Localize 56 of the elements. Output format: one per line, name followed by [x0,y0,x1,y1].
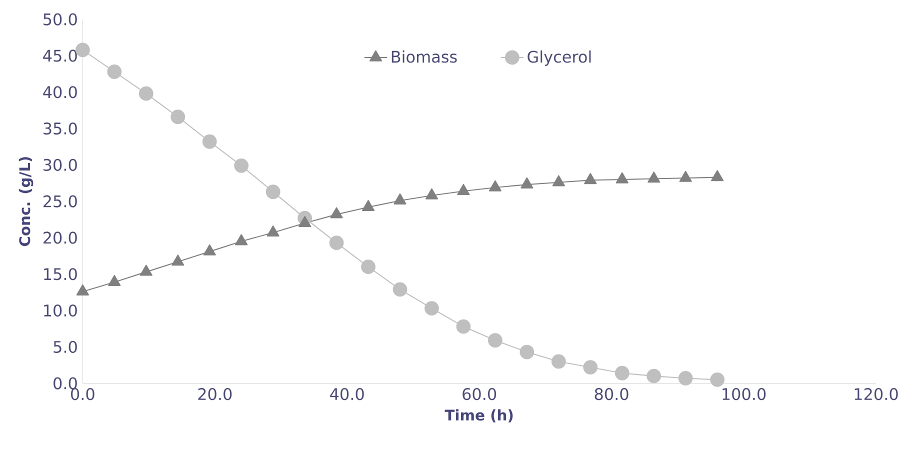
point [362,200,375,212]
y-tick-label: 0.0 [54,377,77,390]
point [457,184,470,196]
point [679,170,692,182]
point [108,274,121,286]
x-tick-label: 20.0 [198,388,232,400]
x-tick-label: 60.0 [462,388,496,400]
point [203,244,216,256]
y-tick-label: 30.0 [44,158,77,171]
x-tick-label: 80.0 [594,388,628,400]
y-axis-title: Conc. (g/L) [18,157,34,246]
y-tick-label: 40.0 [43,86,77,98]
point [678,371,693,386]
point [235,234,248,246]
point [266,225,280,236]
point [488,333,502,348]
point [76,284,89,296]
point [488,180,502,192]
point [172,254,184,266]
point [394,193,406,204]
y-tick-label: 15.0 [44,268,77,280]
x-tick-label: 40.0 [330,388,364,400]
point [329,236,344,250]
point [298,216,312,228]
x-tick-label: 100.0 [722,388,766,400]
point [424,301,439,316]
y-tick-label: 25.0 [44,195,77,208]
y-tick-label: 45.0 [43,50,77,62]
point [646,368,662,384]
point [614,366,630,380]
y-tick-label: 35.0 [44,122,77,135]
point [552,175,565,186]
point [583,360,598,375]
x-tick-label: 0.0 [71,388,94,400]
legend-label: Glycerol [528,50,591,66]
x-tick-label: 120.0 [854,388,898,400]
point [711,170,724,182]
point [361,260,376,274]
y-tick-label: 20.0 [44,232,77,244]
y-tick-label: 50.0 [44,13,77,26]
point [551,354,566,369]
point [520,344,534,360]
y-tick-label: 10.0 [44,304,77,317]
point [648,172,660,183]
legend-label: Biomass [392,50,457,63]
point [425,188,438,200]
point [330,207,343,218]
point [710,372,725,387]
x-axis-title: Time (h) [444,409,513,422]
point [456,319,471,334]
point [616,172,628,184]
point [392,282,408,297]
point [520,177,534,188]
point [584,173,597,184]
y-tick-label: 5.0 [54,340,77,353]
point [140,264,152,276]
